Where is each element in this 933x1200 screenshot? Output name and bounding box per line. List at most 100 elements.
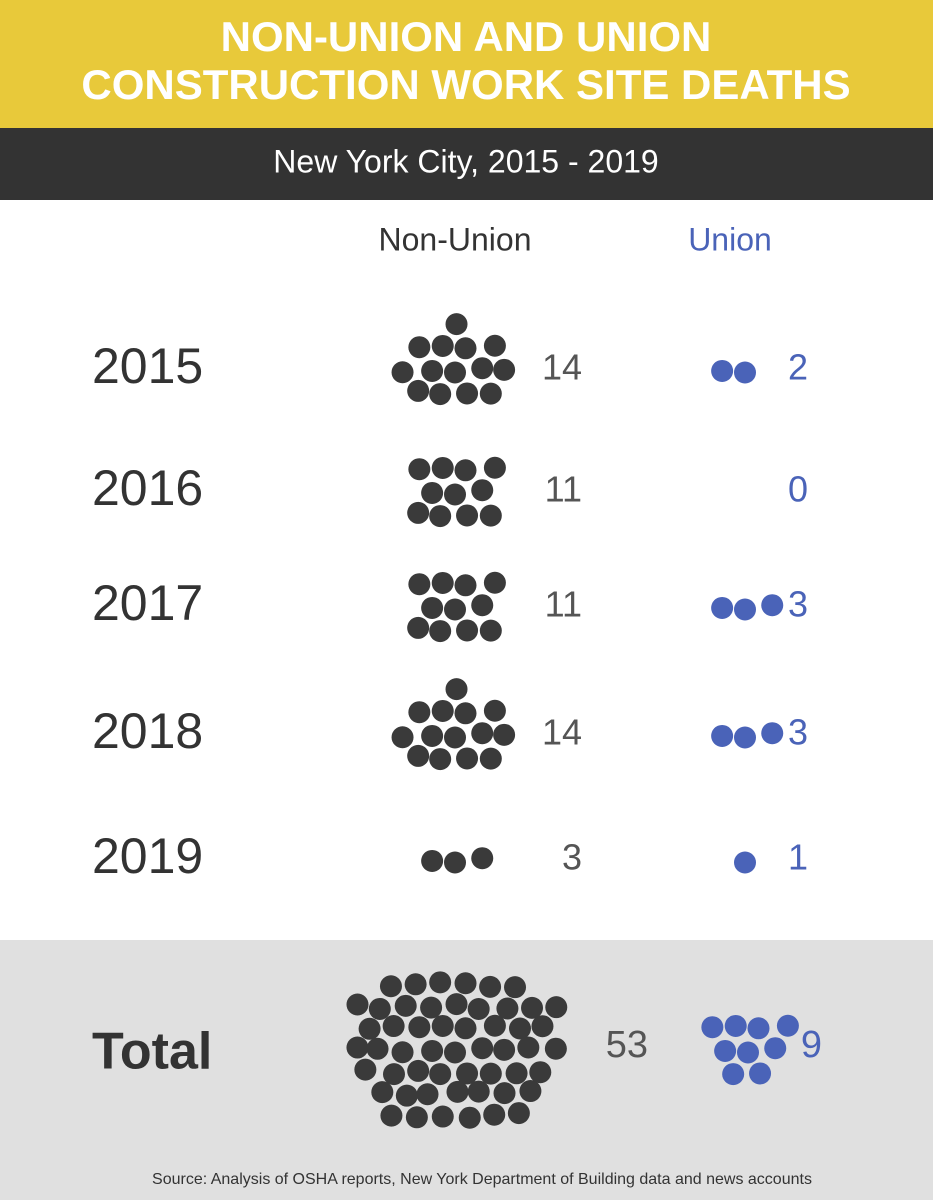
subtitle: New York City, 2015 - 2019 bbox=[273, 143, 658, 179]
dot bbox=[368, 997, 391, 1020]
dot bbox=[444, 851, 466, 874]
header-band bbox=[0, 0, 933, 128]
dot bbox=[431, 1105, 454, 1128]
dot bbox=[394, 994, 417, 1017]
dot bbox=[456, 619, 479, 642]
value-label: 11 bbox=[545, 469, 582, 510]
dot bbox=[429, 748, 452, 771]
dot bbox=[445, 993, 468, 1016]
dot bbox=[454, 1017, 477, 1040]
dot bbox=[454, 972, 477, 995]
dot bbox=[507, 1102, 530, 1125]
value-label: 3 bbox=[788, 584, 808, 625]
dot bbox=[456, 382, 479, 405]
dot bbox=[431, 571, 454, 594]
dot-cluster bbox=[391, 313, 516, 406]
dot bbox=[711, 596, 734, 619]
dot bbox=[421, 596, 444, 619]
dot bbox=[420, 996, 443, 1019]
dot bbox=[521, 996, 544, 1019]
dot bbox=[445, 678, 468, 701]
dot bbox=[747, 1017, 770, 1040]
dot bbox=[371, 1081, 394, 1104]
dot bbox=[456, 504, 479, 527]
value-label: 2 bbox=[788, 347, 808, 388]
source: Source: Analysis of OSHA reports, New Yo… bbox=[152, 1171, 812, 1188]
dot bbox=[496, 997, 519, 1020]
dot bbox=[408, 458, 431, 481]
dot bbox=[380, 1104, 403, 1127]
dot bbox=[471, 1037, 494, 1060]
dot bbox=[471, 847, 494, 870]
dot bbox=[471, 722, 494, 745]
dot bbox=[407, 744, 430, 767]
dot-cluster bbox=[711, 594, 784, 621]
value-label: 14 bbox=[542, 347, 582, 388]
dot bbox=[734, 726, 756, 749]
dot bbox=[711, 724, 734, 747]
dot-cluster bbox=[391, 678, 516, 771]
dot bbox=[346, 1036, 369, 1059]
dot bbox=[479, 619, 502, 642]
dot bbox=[404, 973, 427, 996]
column-header: Union bbox=[688, 221, 772, 257]
dot bbox=[407, 1059, 430, 1082]
dot bbox=[431, 456, 454, 479]
dot bbox=[479, 382, 502, 405]
dot bbox=[421, 1039, 444, 1062]
dot-cluster bbox=[701, 1014, 799, 1086]
dot bbox=[519, 1080, 542, 1103]
dot bbox=[483, 1103, 506, 1126]
dot bbox=[429, 383, 452, 406]
dot bbox=[714, 1039, 737, 1062]
value-label: 0 bbox=[788, 469, 808, 510]
column-header: Non-Union bbox=[379, 221, 532, 257]
dot bbox=[379, 975, 402, 998]
year-label: 2017 bbox=[92, 575, 203, 631]
subtitle-band bbox=[0, 128, 933, 200]
dot bbox=[545, 996, 568, 1019]
value-label: 14 bbox=[542, 712, 582, 753]
dot-cluster bbox=[711, 722, 784, 749]
dot bbox=[431, 699, 454, 722]
dot bbox=[734, 851, 756, 874]
dot bbox=[391, 361, 414, 384]
dot bbox=[407, 501, 430, 524]
dot bbox=[444, 361, 466, 384]
value-label: 11 bbox=[545, 584, 582, 625]
value-label: 1 bbox=[788, 837, 808, 878]
title-line: CONSTRUCTION WORK SITE DEATHS bbox=[81, 61, 850, 108]
total-value-label: 53 bbox=[606, 1024, 648, 1066]
dot bbox=[479, 747, 502, 770]
dot bbox=[711, 359, 734, 382]
dot bbox=[395, 1084, 418, 1107]
dot bbox=[429, 505, 452, 528]
dot bbox=[493, 723, 516, 746]
dot bbox=[366, 1037, 389, 1060]
dot bbox=[493, 1082, 516, 1105]
dot bbox=[456, 1062, 479, 1085]
dot bbox=[444, 483, 466, 506]
dot bbox=[408, 573, 431, 596]
total-value-label: 9 bbox=[801, 1024, 822, 1066]
dot bbox=[483, 1014, 506, 1037]
dot bbox=[479, 1062, 502, 1085]
dot bbox=[458, 1106, 481, 1129]
dot bbox=[346, 993, 369, 1016]
dot bbox=[737, 1041, 759, 1064]
dot bbox=[444, 1041, 466, 1064]
dot bbox=[408, 336, 431, 359]
dot bbox=[479, 504, 502, 527]
dot bbox=[517, 1036, 540, 1059]
year-label: 2018 bbox=[92, 703, 203, 759]
dot bbox=[405, 1106, 428, 1129]
dot bbox=[467, 997, 490, 1020]
dot bbox=[382, 1015, 405, 1038]
dot bbox=[421, 724, 444, 747]
dot bbox=[493, 358, 516, 381]
year-label: 2019 bbox=[92, 828, 203, 884]
value-label: 3 bbox=[788, 712, 808, 753]
dot bbox=[391, 1041, 414, 1064]
